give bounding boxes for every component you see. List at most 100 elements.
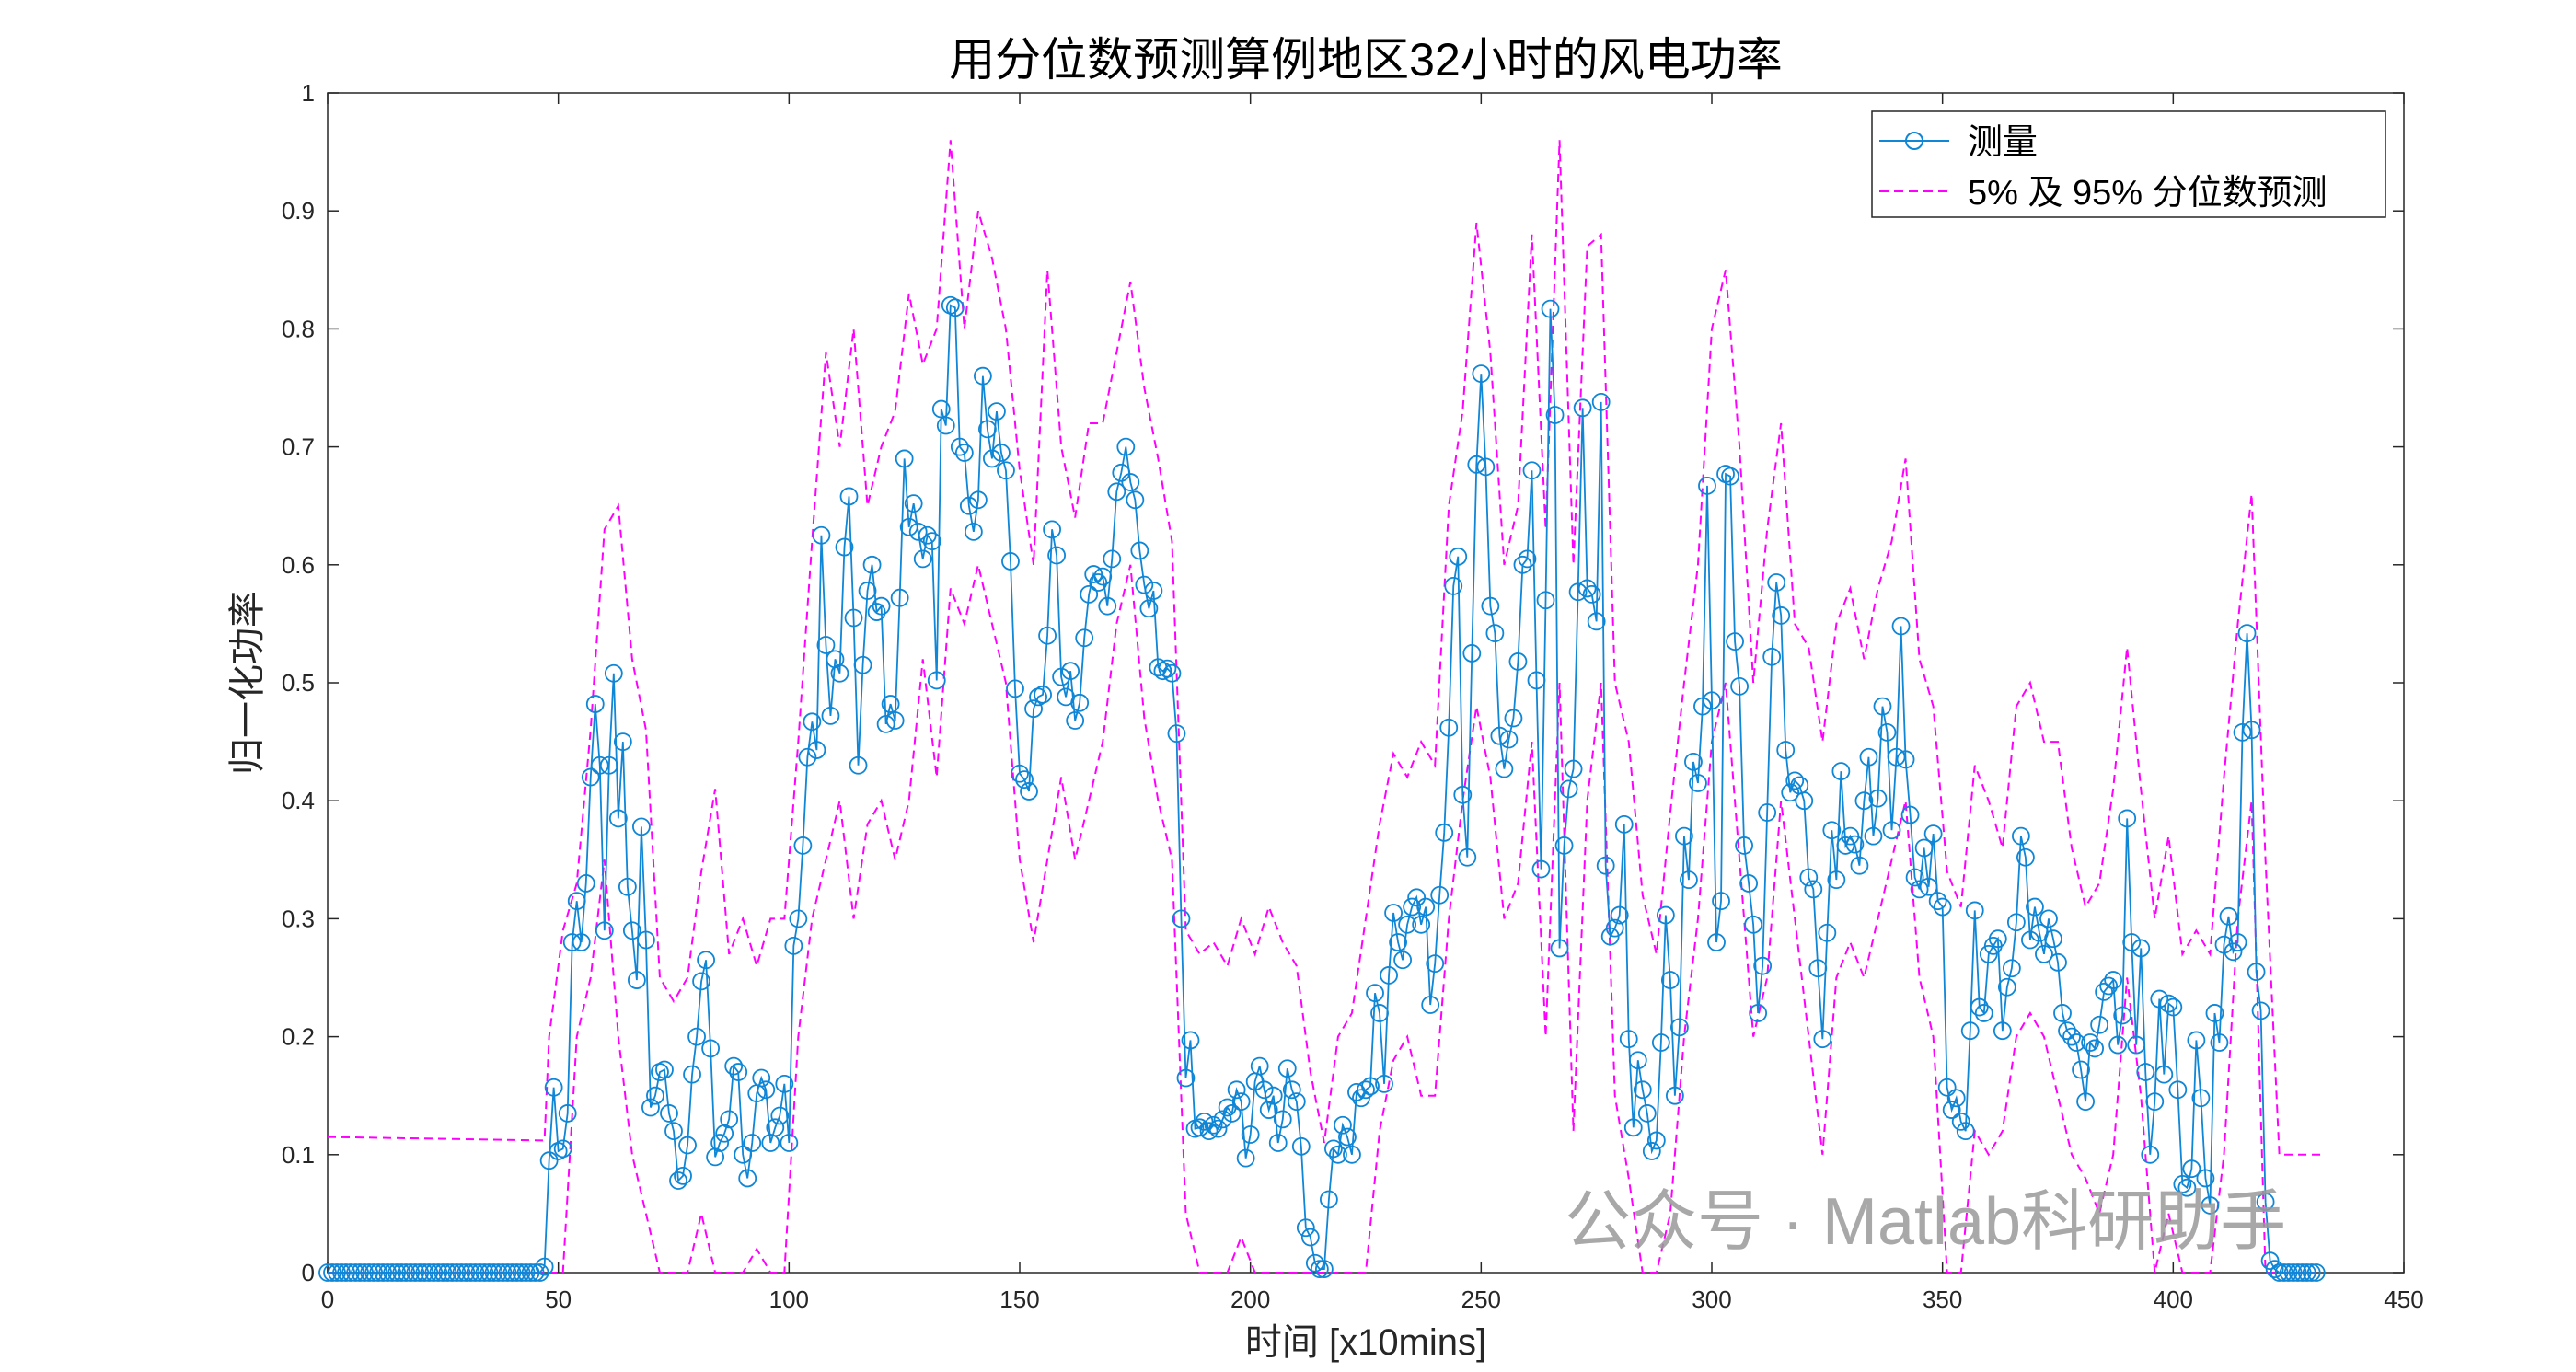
measured-data-point — [456, 1263, 476, 1282]
measured-data-point — [899, 517, 918, 536]
measured-data-point — [1605, 918, 1624, 938]
measured-data-point — [964, 523, 983, 541]
measured-data-point — [1873, 697, 1892, 716]
measured-data-point — [697, 951, 715, 970]
measured-data-point — [535, 1257, 554, 1276]
x-tick-label: 0 — [321, 1286, 334, 1313]
measured-data-point — [374, 1263, 393, 1282]
measured-data-point — [757, 1080, 776, 1100]
measured-data-point — [807, 741, 826, 759]
measured-data-point — [734, 1145, 753, 1164]
measured-data-point — [908, 523, 928, 541]
measured-data-point — [821, 706, 840, 725]
measured-data-point — [526, 1263, 545, 1282]
measured-data-point — [539, 1151, 559, 1170]
measured-data-point — [1877, 722, 1897, 742]
measured-data-point — [2224, 942, 2243, 962]
measured-data-point — [692, 972, 710, 991]
measured-data-point — [1439, 718, 1459, 737]
measured-data-point — [895, 449, 914, 468]
measured-data-point — [1845, 835, 1865, 854]
measured-data-point — [1531, 859, 1551, 879]
measured-data-point — [862, 555, 882, 574]
measured-data-point — [1559, 779, 1578, 799]
measured-data-point — [858, 582, 877, 600]
x-tick-label: 200 — [1230, 1286, 1270, 1313]
measured-data-point — [2026, 897, 2044, 917]
legend-measured-marker — [1905, 132, 1923, 150]
measured-data-point — [1222, 1104, 1242, 1123]
measured-data-point — [1693, 697, 1712, 716]
measured-data-point — [558, 1104, 577, 1123]
measured-data-point — [2145, 1092, 2165, 1112]
measured-data-point — [1712, 892, 1730, 911]
measured-data-point — [420, 1263, 439, 1282]
measured-data-point — [378, 1263, 398, 1282]
measured-data-point — [1449, 547, 1468, 566]
x-tick-label: 50 — [545, 1286, 572, 1313]
measured-data-point — [2265, 1260, 2284, 1279]
measured-data-point — [470, 1263, 490, 1282]
measured-data-point — [622, 921, 641, 940]
measured-data-point — [2279, 1263, 2298, 1282]
measured-data-point — [443, 1263, 462, 1282]
measured-data-point — [1006, 679, 1024, 698]
measured-data-point — [701, 1039, 721, 1058]
measured-data-point — [1587, 612, 1606, 631]
measured-data-point — [1277, 1059, 1297, 1078]
measured-data-point — [1300, 1228, 1320, 1247]
measured-data-point — [383, 1263, 402, 1282]
measured-data-point — [1827, 870, 1846, 889]
measured-data-point — [1965, 901, 1984, 920]
measured-data-point — [2011, 826, 2030, 846]
measured-data-point — [2122, 933, 2142, 951]
measured-data-point — [1767, 573, 1786, 592]
measured-data-point — [1749, 1004, 1768, 1022]
measured-data-point — [1343, 1145, 1361, 1164]
measured-data-point — [1020, 782, 1038, 801]
measured-data-point — [1854, 791, 1874, 811]
measured-data-point — [1305, 1253, 1324, 1273]
measured-data-point — [1651, 1033, 1670, 1052]
measured-data-point — [530, 1263, 549, 1282]
measured-data-point — [2274, 1263, 2293, 1282]
measured-data-point — [1527, 671, 1546, 690]
measured-data-point — [1665, 1086, 1684, 1105]
measured-data-point — [992, 444, 1011, 462]
measured-data-point — [1781, 783, 1800, 802]
measured-data-point — [1582, 584, 1601, 604]
measured-data-point — [1933, 897, 1952, 917]
measured-data-point — [1818, 923, 1837, 942]
measured-data-point — [1208, 1119, 1228, 1138]
measured-data-point — [1970, 997, 1989, 1017]
measured-data-point — [959, 496, 978, 515]
measured-data-point — [1518, 549, 1537, 569]
legend-box — [1871, 110, 2386, 218]
measured-data-point — [1721, 467, 1739, 486]
measured-data-point — [553, 1139, 572, 1159]
measured-data-point — [2081, 1033, 2099, 1052]
measured-data-point — [1864, 826, 1883, 846]
measured-data-point — [830, 663, 849, 683]
measured-data-point — [1310, 1260, 1329, 1279]
y-tick-label: 0 — [302, 1259, 315, 1286]
measured-data-point — [641, 1098, 660, 1117]
x-tick-label: 300 — [1692, 1286, 1731, 1313]
measured-data-point — [2095, 982, 2114, 1001]
measured-data-point — [2049, 952, 2067, 972]
measured-data-point — [2210, 1033, 2229, 1052]
legend: 测量 5% 及 95% 分位数预测 — [1871, 110, 2386, 218]
measured-data-point — [1380, 966, 1398, 985]
measured-data-point — [1896, 750, 1915, 769]
measured-data-point — [1744, 915, 1763, 934]
y-axis-label: 归一化功率 — [227, 591, 268, 775]
measured-data-point — [1836, 836, 1855, 855]
measured-data-point — [1481, 596, 1500, 616]
measured-data-point — [1808, 959, 1828, 978]
measured-data-point — [1324, 1139, 1343, 1159]
measured-data-point — [484, 1263, 503, 1282]
measured-data-point — [936, 416, 955, 435]
x-axis-label: 时间 [x10mins] — [1245, 1322, 1486, 1363]
measured-data-point — [627, 971, 646, 989]
measured-data-point — [608, 809, 628, 828]
